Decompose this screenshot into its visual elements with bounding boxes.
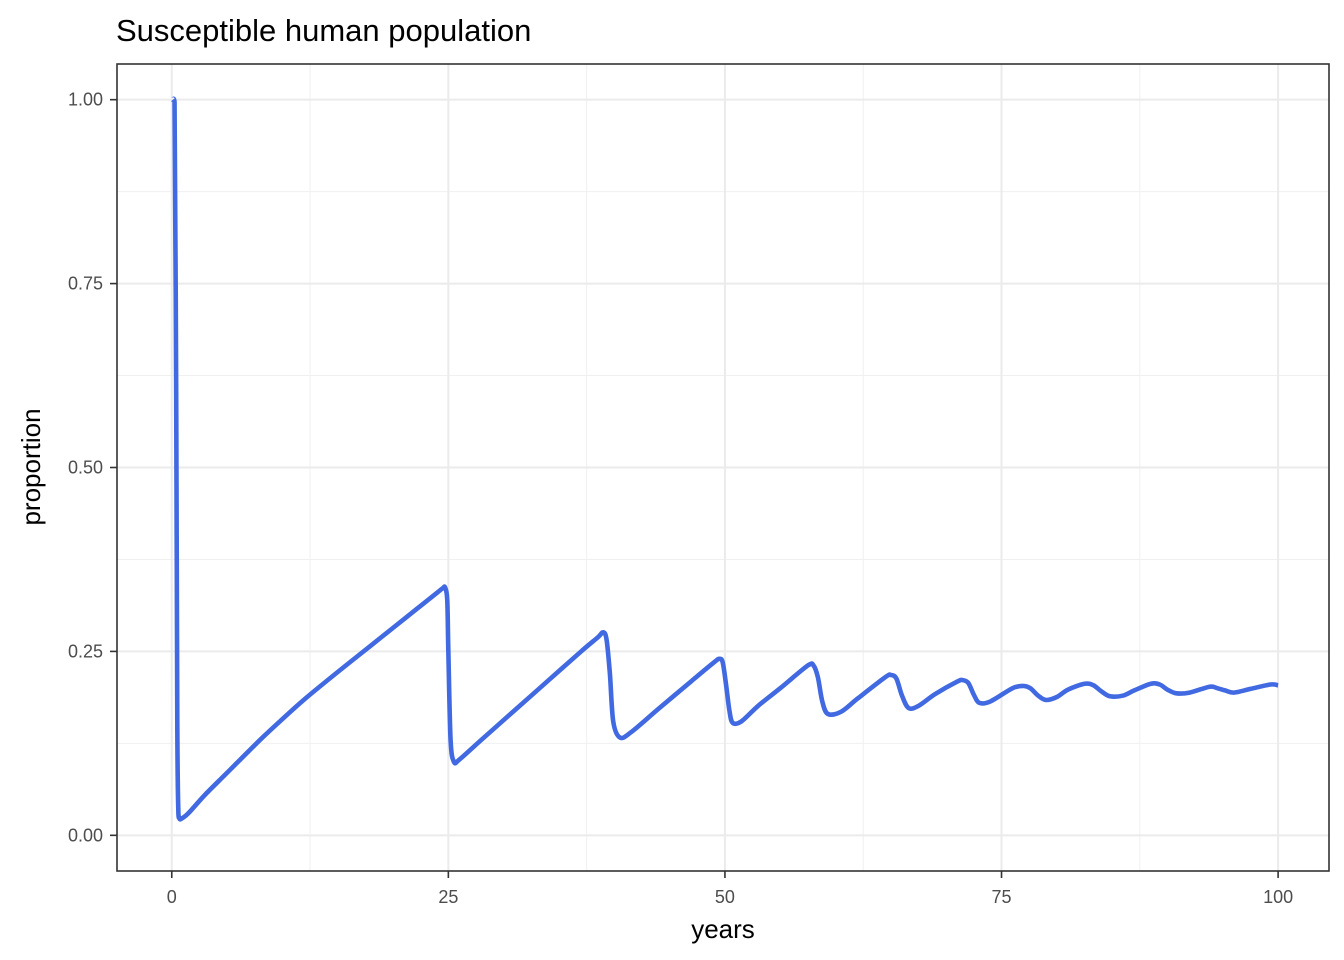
x-tick-label: 50 bbox=[715, 887, 735, 907]
y-tick-label: 0.00 bbox=[68, 825, 103, 845]
y-tick-label: 1.00 bbox=[68, 90, 103, 110]
y-tick-label: 0.50 bbox=[68, 458, 103, 478]
y-tick-label: 0.25 bbox=[68, 641, 103, 661]
x-tick-label: 0 bbox=[167, 887, 177, 907]
x-tick-label: 75 bbox=[992, 887, 1012, 907]
x-axis: 0 25 50 75 100 bbox=[167, 871, 1293, 907]
x-tick-label: 100 bbox=[1263, 887, 1293, 907]
x-axis-label: years bbox=[691, 914, 755, 944]
series-line bbox=[170, 96, 1279, 822]
chart-title: Susceptible human population bbox=[116, 13, 531, 48]
y-axis-label: proportion bbox=[16, 408, 46, 525]
y-axis: 0.00 0.25 0.50 0.75 1.00 bbox=[68, 90, 117, 845]
y-tick-label: 0.75 bbox=[68, 274, 103, 294]
x-tick-label: 25 bbox=[438, 887, 458, 907]
